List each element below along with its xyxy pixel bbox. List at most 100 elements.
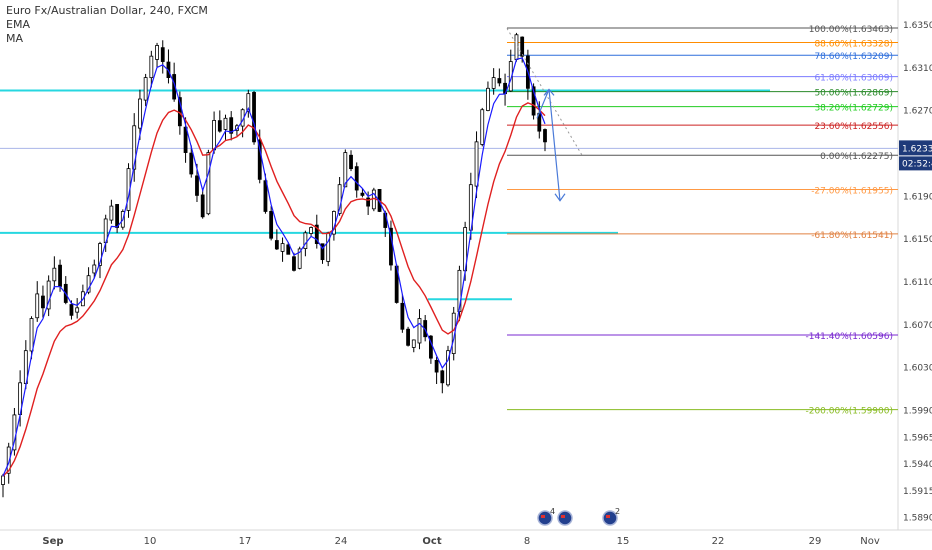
candle-body — [320, 243, 325, 261]
fib-level-label: 23.60%(1.62556) — [814, 122, 893, 132]
fib-level-label: -200.00%(1.59900) — [805, 407, 893, 417]
candle-body — [480, 109, 485, 145]
candle-body — [58, 264, 62, 287]
candle-body — [69, 304, 74, 316]
time-axis-label: Sep — [42, 536, 63, 547]
candle-body — [200, 194, 205, 218]
time-axis-label: 22 — [712, 536, 725, 547]
ma-indicator-label[interactable]: MA — [6, 32, 24, 45]
time-axis-label: Nov — [860, 536, 880, 547]
ma-series-line[interactable] — [2, 102, 546, 477]
candle-body — [138, 98, 142, 129]
candle-body — [491, 77, 496, 89]
candle-body — [246, 93, 251, 112]
countdown-value: 02:52:40 — [902, 159, 932, 169]
candle-body — [46, 280, 51, 310]
candle-body — [531, 86, 536, 116]
candle-body — [115, 204, 120, 228]
candle-body — [303, 232, 308, 249]
candle-body — [263, 180, 268, 212]
candle-body — [155, 45, 159, 60]
candle-body — [497, 78, 502, 84]
candle-body — [109, 205, 114, 221]
fib-level-label: 50.00%(1.62869) — [814, 89, 893, 99]
flag-detail — [606, 515, 610, 518]
candle-body — [75, 307, 80, 313]
candle-body — [35, 293, 40, 319]
price-tick-label: 1.61900 — [903, 192, 932, 202]
projection-arrow[interactable] — [536, 89, 561, 201]
candle-body — [92, 264, 97, 274]
candle-body — [160, 47, 165, 62]
candle-body — [149, 55, 154, 79]
candle-body — [292, 256, 296, 271]
candle-body — [343, 152, 348, 188]
candle-body — [6, 446, 11, 474]
candle-body — [86, 275, 91, 293]
candle-body — [29, 318, 34, 352]
price-axis-panel[interactable] — [898, 0, 932, 550]
fib-level-label: 0.00%(1.62275) — [820, 152, 893, 162]
time-axis-label: 24 — [335, 536, 348, 547]
event-count: 4 — [550, 507, 555, 516]
candle-body — [257, 139, 262, 180]
candle-body — [434, 359, 439, 373]
candle-body — [417, 318, 422, 344]
current-price-badge[interactable] — [899, 140, 932, 156]
candle-body — [52, 267, 57, 282]
fib-level-label: 88.60%(1.63328) — [814, 39, 893, 49]
candle-body — [446, 350, 450, 386]
candle-body — [143, 77, 148, 101]
candle-body — [520, 36, 525, 57]
candle-body — [411, 339, 416, 348]
candle-body — [274, 240, 279, 250]
ema-indicator-label[interactable]: EMA — [6, 18, 30, 31]
price-tick-label: 1.60700 — [903, 321, 932, 331]
candle-body — [366, 197, 371, 207]
fib-level-label: 61.80%(1.63009) — [814, 74, 893, 84]
candle-body — [314, 224, 319, 244]
fib-level-label: 100.00%(1.63463) — [809, 25, 893, 35]
candle-body — [217, 120, 222, 132]
candle-body — [457, 269, 462, 313]
countdown-badge — [899, 156, 932, 171]
candle-body — [309, 227, 313, 234]
candle-body — [229, 117, 234, 134]
flag-detail — [541, 515, 545, 518]
price-tick-label: 1.61500 — [903, 235, 932, 245]
fib-level-label: 78.60%(1.63209) — [814, 52, 893, 62]
price-tick-label: 1.59400 — [903, 460, 932, 470]
time-axis-label: 17 — [239, 536, 252, 547]
current-price-value: 1.62339 — [902, 144, 932, 154]
price-tick-label: 1.59900 — [903, 407, 932, 417]
price-tick-label: 1.61100 — [903, 278, 932, 288]
price-tick-label: 1.58900 — [903, 514, 932, 524]
chart-legend: Euro Fx/Australian Dollar, 240, FXCM EMA… — [6, 4, 208, 46]
candle-body — [543, 129, 547, 143]
time-axis-label: 15 — [617, 536, 630, 547]
price-tick-label: 1.63100 — [903, 64, 932, 74]
candle-body — [195, 175, 199, 196]
candle-body — [189, 152, 194, 175]
flag-detail — [561, 515, 565, 518]
fib-level-label: 38.20%(1.62729) — [814, 104, 893, 114]
candle-body — [206, 152, 211, 215]
fib-level-label: -141.40%(1.60596) — [805, 332, 893, 342]
candle-body — [286, 244, 291, 255]
candle-body — [212, 120, 216, 151]
candle-body — [297, 248, 302, 269]
candle-body — [360, 192, 365, 196]
ema-series-line[interactable] — [2, 57, 546, 477]
price-tick-label: 1.60300 — [903, 364, 932, 374]
event-count: 2 — [615, 507, 620, 516]
candle-body — [486, 87, 490, 111]
candle-body — [252, 92, 256, 143]
candle-body — [98, 243, 102, 266]
projection-arrowhead — [554, 193, 566, 202]
candle-body — [280, 243, 285, 252]
candle-body — [1, 475, 5, 485]
symbol-title: Euro Fx/Australian Dollar, 240, FXCM — [6, 4, 208, 17]
candle-body — [406, 328, 410, 346]
